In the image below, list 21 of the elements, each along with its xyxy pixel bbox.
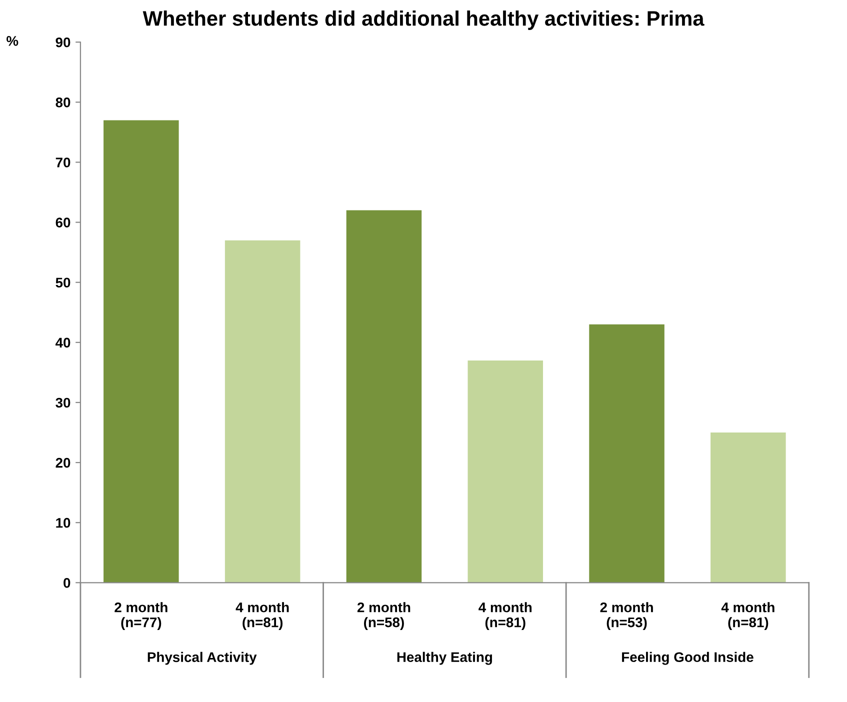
y-tick-label: 80 xyxy=(56,98,70,108)
y-tick-label: 30 xyxy=(56,398,70,408)
y-axis-title: % xyxy=(6,36,18,46)
text: Physical Activity xyxy=(148,652,257,665)
y-tick-label: 0 xyxy=(64,578,70,588)
text: Healthy Eating xyxy=(397,652,492,665)
x-tick-label: 2 month (n=77) xyxy=(114,602,168,630)
x-tick-label: 4 month (n=81) xyxy=(721,602,774,630)
x-tick-label: 4 month (n=81) xyxy=(236,602,289,630)
x-tick-label: 2 month (n=53) xyxy=(600,602,653,630)
y-tick-label: 50 xyxy=(56,278,70,288)
chart-title: Whether students did additional healthy activities: Prima xyxy=(142,10,704,30)
x-tick-label: 2 month (n=58) xyxy=(357,602,410,630)
y-tick-label: 20 xyxy=(56,458,70,468)
y-tick-label: 60 xyxy=(56,218,70,228)
y-tick-label: 40 xyxy=(56,338,70,348)
y-tick-label: 10 xyxy=(56,518,70,528)
x-tick-label: 4 month (n=81) xyxy=(478,602,532,630)
text: Feeling Good Inside xyxy=(622,652,754,665)
y-tick-label: 90 xyxy=(56,37,70,48)
y-tick-label: 70 xyxy=(56,158,70,168)
